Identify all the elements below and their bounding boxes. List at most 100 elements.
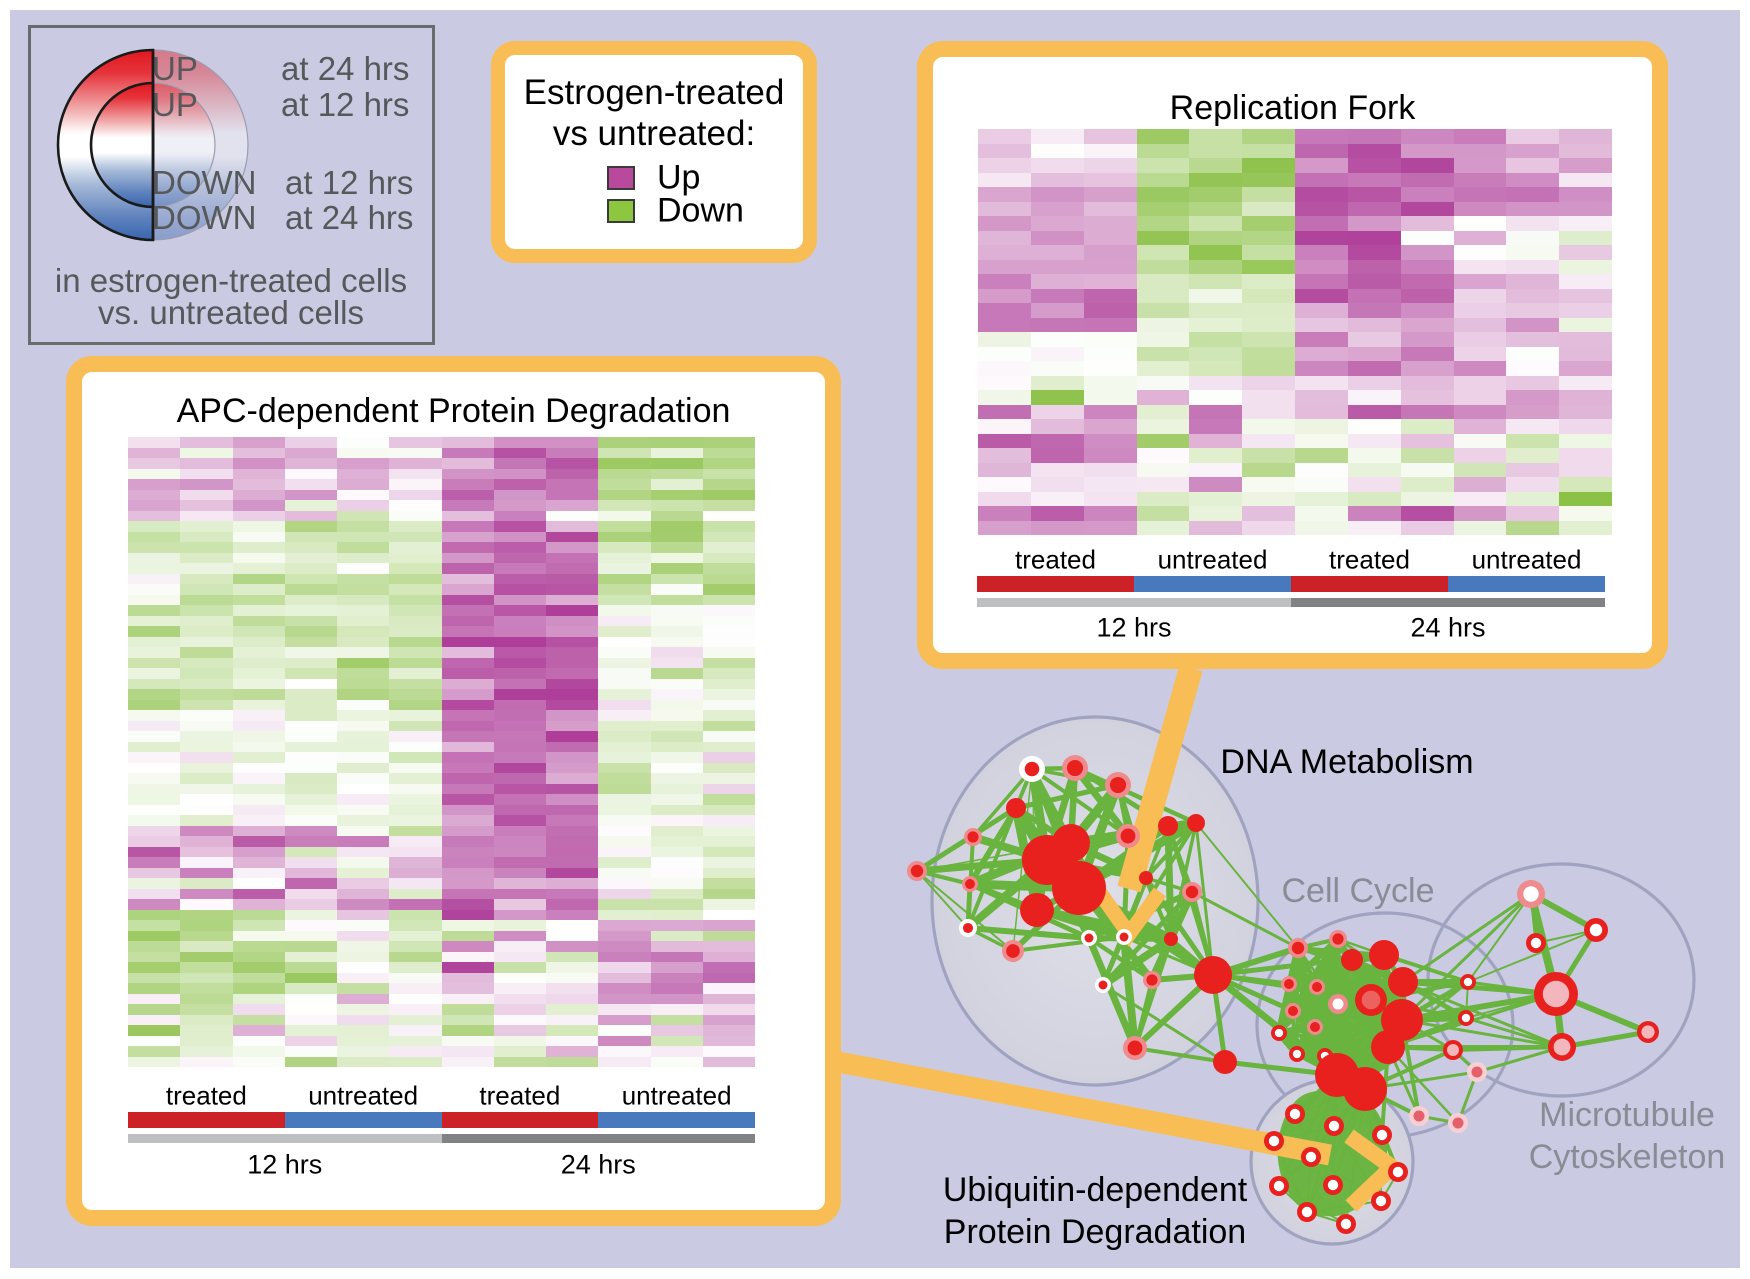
heatmap-cell [651,721,703,731]
heatmap-cell [546,847,598,857]
heatmap-cell [494,437,546,448]
axis-group-bar [1291,576,1448,592]
heatmap-cell [128,805,180,815]
heatmap-cell [1189,318,1242,332]
heatmap-cell [337,1015,389,1025]
heatmap-cell [285,448,337,458]
heatmap-cell [598,868,651,878]
heatmap-cell [180,542,233,553]
heatmap-cell [1348,245,1401,260]
color-key-box: Estrogen-treated vs untreated: Up Down [491,41,817,263]
heatmap-cell [651,773,703,784]
heatmap-cell [337,784,389,794]
network-label-dna: DNA Metabolism [1220,741,1473,783]
heatmap-cell [337,511,389,521]
heatmap-cell [233,931,285,941]
heatmap-cell [978,260,1031,274]
heatmap-cell [337,563,389,574]
heatmap-cell [1559,405,1612,419]
heatmap-cell [1031,289,1084,303]
heatmap-cell [703,532,755,542]
heatmap-cell [546,742,598,752]
heatmap-cell [651,847,703,857]
heatmap-cell [1401,202,1454,216]
heatmap-cell [233,700,285,710]
heatmap-cell [285,532,337,542]
legend-down12-dir: DOWN [152,164,257,201]
heatmap-cell [1348,318,1401,332]
heatmap-cell [442,899,494,910]
heatmap-cell [233,941,285,952]
heatmap-cell [233,658,285,668]
heatmap-cell [494,469,546,479]
heatmap-cell [1454,405,1506,419]
heatmap-cell [337,962,389,973]
heatmap-cell [651,962,703,973]
heatmap-cell [337,742,389,752]
heatmap-cell [1189,492,1242,506]
heatmap-cell [285,626,337,637]
heatmap-cell [442,668,494,679]
heatmap-cell [546,1057,598,1067]
heatmap-cell [1401,521,1454,535]
heatmap-cell [128,710,180,721]
heatmap-cell [285,1015,337,1025]
heatmap-cell [598,469,651,479]
heatmap-cell [1454,303,1506,318]
heatmap-cell [128,511,180,521]
heatmap-cell [598,752,651,763]
heatmap-cell [1295,492,1348,506]
heatmap-cell [1242,303,1295,318]
heatmap-cell [651,910,703,920]
heatmap-cell [1559,390,1612,405]
heatmap-cell [703,794,755,805]
heatmap-cell [442,679,494,689]
heatmap-cell [1084,173,1137,187]
heatmap-cell [546,763,598,773]
heatmap-cell [180,889,233,899]
heatmap-cell [285,479,337,490]
heatmap-cell [389,521,442,532]
heatmap-cell [180,994,233,1004]
heatmap-cell [389,857,442,868]
heatmap-cell [1401,260,1454,274]
heatmap-cell [598,689,651,700]
heatmap-cell [128,679,180,689]
heatmap-cell [651,805,703,815]
heatmap-cell [285,1057,337,1067]
heatmap-cell [233,836,285,847]
heatmap-cell [442,584,494,595]
heatmap-cell [1137,216,1189,231]
heatmap-cell [494,521,546,532]
heatmap-cell [598,815,651,826]
heatmap-cell [389,574,442,584]
heatmap-cell [1454,202,1506,216]
heatmap-cell [1559,158,1612,173]
heatmap-cell [1295,158,1348,173]
heatmap-cell [598,521,651,532]
heatmap-cell [546,1015,598,1025]
heatmap-cell [285,931,337,941]
axis-group-bar [1134,576,1291,592]
heatmap-cell [285,469,337,479]
heatmap-cell [128,1046,180,1057]
heatmap-cell [180,857,233,868]
heatmap-cell [1348,274,1401,289]
heatmap-cell [546,826,598,836]
heatmap-cell [180,721,233,731]
heatmap-cell [703,710,755,721]
heatmap-cell [1189,173,1242,187]
heatmap-cell [285,689,337,700]
heatmap-cell [703,857,755,868]
heatmap-cell [1295,187,1348,202]
heatmap-cell [598,973,651,983]
heatmap-cell [233,542,285,553]
heatmap-cell [389,1015,442,1025]
heatmap-cell [233,584,285,595]
heatmap-cell [978,390,1031,405]
heatmap-cell [978,361,1031,376]
heatmap-cell [1559,318,1612,332]
heatmap-cell [337,605,389,616]
heatmap-cell [651,742,703,752]
heatmap-cell [546,962,598,973]
